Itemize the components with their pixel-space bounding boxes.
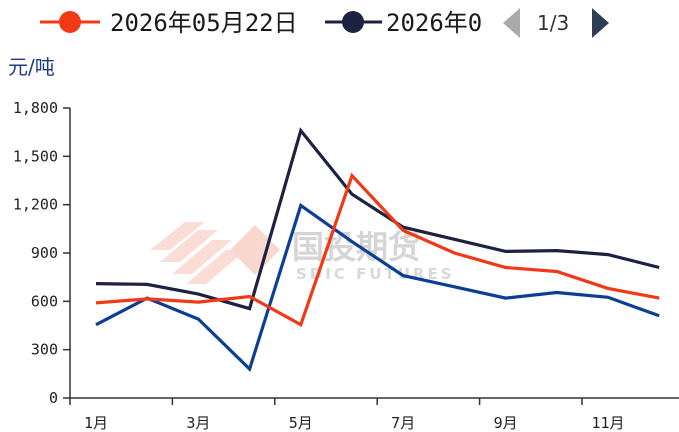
series-line-3[interactable] xyxy=(95,202,660,372)
y-tick-label: 300 xyxy=(31,341,58,359)
legend-item-1[interactable]: 2026年05月22日 xyxy=(40,9,298,37)
x-tick-label: 9月 xyxy=(494,414,518,432)
x-tick-label: 3月 xyxy=(186,414,210,432)
y-tick-label: 900 xyxy=(31,244,58,262)
series-line-2[interactable] xyxy=(95,127,660,311)
y-tick-label: 0 xyxy=(49,389,58,407)
watermark-main-text: 国投期货 xyxy=(292,228,420,266)
triangle-left-icon[interactable] xyxy=(503,8,520,38)
y-axis-unit-label: 元/吨 xyxy=(8,55,55,79)
y-tick-label: 1,800 xyxy=(13,99,58,117)
x-tick-label: 7月 xyxy=(391,414,415,432)
x-tick-label: 11月 xyxy=(591,414,624,432)
x-tick-label: 5月 xyxy=(289,414,313,432)
series-lines xyxy=(95,127,660,372)
legend-marker-2 xyxy=(342,11,364,33)
legend-pager[interactable]: 1/3 xyxy=(503,8,609,38)
legend-item-2[interactable]: 2026年0 xyxy=(325,9,482,37)
y-tick-label: 1,200 xyxy=(13,196,58,214)
legend-label-1: 2026年05月22日 xyxy=(110,9,298,37)
watermark-logo xyxy=(150,222,280,284)
x-axis-ticks: 1月 3月 5月 7月 9月 11月 xyxy=(69,398,625,432)
x-tick-label: 1月 xyxy=(84,414,108,432)
y-tick-label: 1,500 xyxy=(13,147,58,165)
triangle-right-icon[interactable] xyxy=(592,8,609,38)
legend-page-indicator: 1/3 xyxy=(537,11,569,35)
series-line-1[interactable] xyxy=(95,172,660,328)
y-tick-label: 600 xyxy=(31,292,58,310)
y-axis-ticks: 0 300 600 900 1,200 1,500 1,800 xyxy=(13,99,70,407)
legend[interactable]: 2026年05月22日 2026年0 1/3 xyxy=(40,8,609,38)
legend-marker-1 xyxy=(59,11,81,33)
legend-label-2: 2026年0 xyxy=(386,9,482,37)
